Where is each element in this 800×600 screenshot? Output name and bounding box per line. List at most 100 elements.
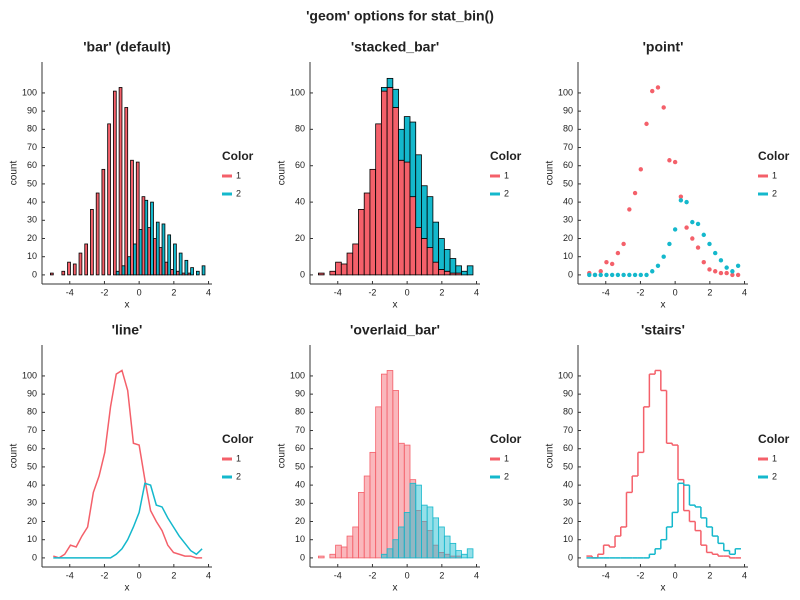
point	[678, 194, 684, 199]
bar	[133, 243, 137, 276]
bar	[346, 535, 354, 559]
y-tick-label: 50	[27, 178, 37, 188]
x-tick-label: 2	[171, 287, 176, 297]
subplot: 'point' 0 10 20 30 40 50 60 70 80 90 100 -4 -2 0 2 4 x cou…	[545, 39, 790, 311]
y-tick-label: 40	[27, 479, 37, 489]
bar-segment	[375, 123, 382, 276]
bar-segment	[380, 90, 388, 276]
bar	[107, 123, 111, 276]
point	[621, 272, 626, 278]
y-tick-label: 30	[563, 215, 573, 225]
legend-label: 1	[504, 170, 509, 180]
point	[661, 254, 666, 259]
point	[718, 258, 724, 263]
point	[627, 207, 632, 212]
bar-segment	[461, 270, 468, 276]
y-axis-label: count	[277, 161, 288, 186]
y-tick-label: 70	[27, 142, 37, 152]
y-tick-label: 100	[22, 370, 37, 380]
point	[684, 199, 689, 205]
bar-segment	[335, 261, 342, 276]
y-tick-label: 30	[295, 498, 305, 508]
bar	[50, 272, 54, 276]
bar	[449, 542, 457, 559]
legend-label: 1	[236, 453, 241, 463]
stair-riser	[591, 370, 731, 558]
y-tick-label: 80	[295, 124, 305, 134]
y-tick-label: 20	[295, 516, 305, 526]
point	[667, 241, 672, 247]
legend-label: 2	[236, 188, 241, 198]
bar-segment	[415, 227, 422, 276]
y-tick-label: 0	[568, 552, 573, 562]
point	[604, 259, 609, 265]
x-tick-label: -4	[602, 287, 610, 297]
y-tick-label: 40	[563, 196, 573, 206]
x-tick-label: 2	[707, 570, 712, 580]
stair-riser	[648, 483, 736, 558]
bar	[161, 223, 166, 276]
bar	[153, 238, 157, 276]
y-tick-label: 80	[563, 407, 573, 417]
x-tick-label: 4	[742, 570, 747, 580]
bar	[190, 267, 194, 276]
y-tick-label: 0	[32, 552, 37, 562]
bar	[175, 270, 180, 276]
bar	[78, 252, 83, 276]
bar-segment	[449, 258, 457, 274]
bar	[358, 491, 365, 559]
x-tick-label: -4	[66, 570, 74, 580]
y-tick-label: 20	[27, 516, 37, 526]
point	[695, 221, 701, 227]
x-tick-label: 4	[742, 287, 747, 297]
point	[598, 269, 603, 274]
point	[718, 270, 724, 276]
x-tick-label: -2	[636, 570, 644, 580]
bar	[392, 539, 399, 559]
y-tick-label: 40	[27, 196, 37, 206]
y-tick-label: 20	[563, 516, 573, 526]
bar	[170, 269, 174, 276]
x-tick-label: 0	[137, 570, 142, 580]
point	[661, 105, 666, 110]
x-tick-label: -4	[334, 570, 342, 580]
y-tick-label: 80	[295, 407, 305, 417]
point	[615, 272, 621, 278]
bar	[386, 548, 394, 559]
y-tick-label: 20	[27, 233, 37, 243]
bar	[141, 196, 146, 276]
bar	[455, 550, 462, 559]
line	[53, 369, 203, 559]
bar	[112, 90, 117, 276]
bar-segment	[426, 196, 434, 249]
legend-title: Color	[222, 149, 254, 163]
bar	[461, 553, 468, 559]
point	[735, 272, 741, 278]
bar	[335, 544, 342, 559]
point	[713, 269, 718, 274]
bar	[124, 107, 129, 276]
point	[730, 269, 735, 274]
y-tick-label: 0	[300, 552, 305, 562]
y-tick-label: 10	[27, 534, 37, 544]
bar-segment	[438, 238, 445, 270]
bar	[138, 229, 143, 276]
y-tick-label: 60	[563, 160, 573, 170]
y-tick-label: 90	[27, 389, 37, 399]
bar-segment	[358, 208, 365, 276]
y-tick-label: 60	[563, 443, 573, 453]
y-tick-label: 10	[295, 534, 305, 544]
bar	[318, 555, 325, 559]
y-tick-label: 30	[27, 498, 37, 508]
figure-title: 'geom' options for stat_bin()	[306, 8, 494, 24]
y-axis-label: count	[277, 444, 288, 469]
legend-label: 2	[236, 471, 241, 481]
y-tick-label: 80	[27, 407, 37, 417]
legend-label: 2	[772, 471, 777, 481]
y-tick-label: 80	[27, 124, 37, 134]
y-tick-label: 90	[563, 106, 573, 116]
bar	[101, 168, 106, 276]
point	[604, 272, 609, 278]
subplot-title: 'stairs'	[641, 322, 685, 338]
point	[684, 225, 689, 230]
